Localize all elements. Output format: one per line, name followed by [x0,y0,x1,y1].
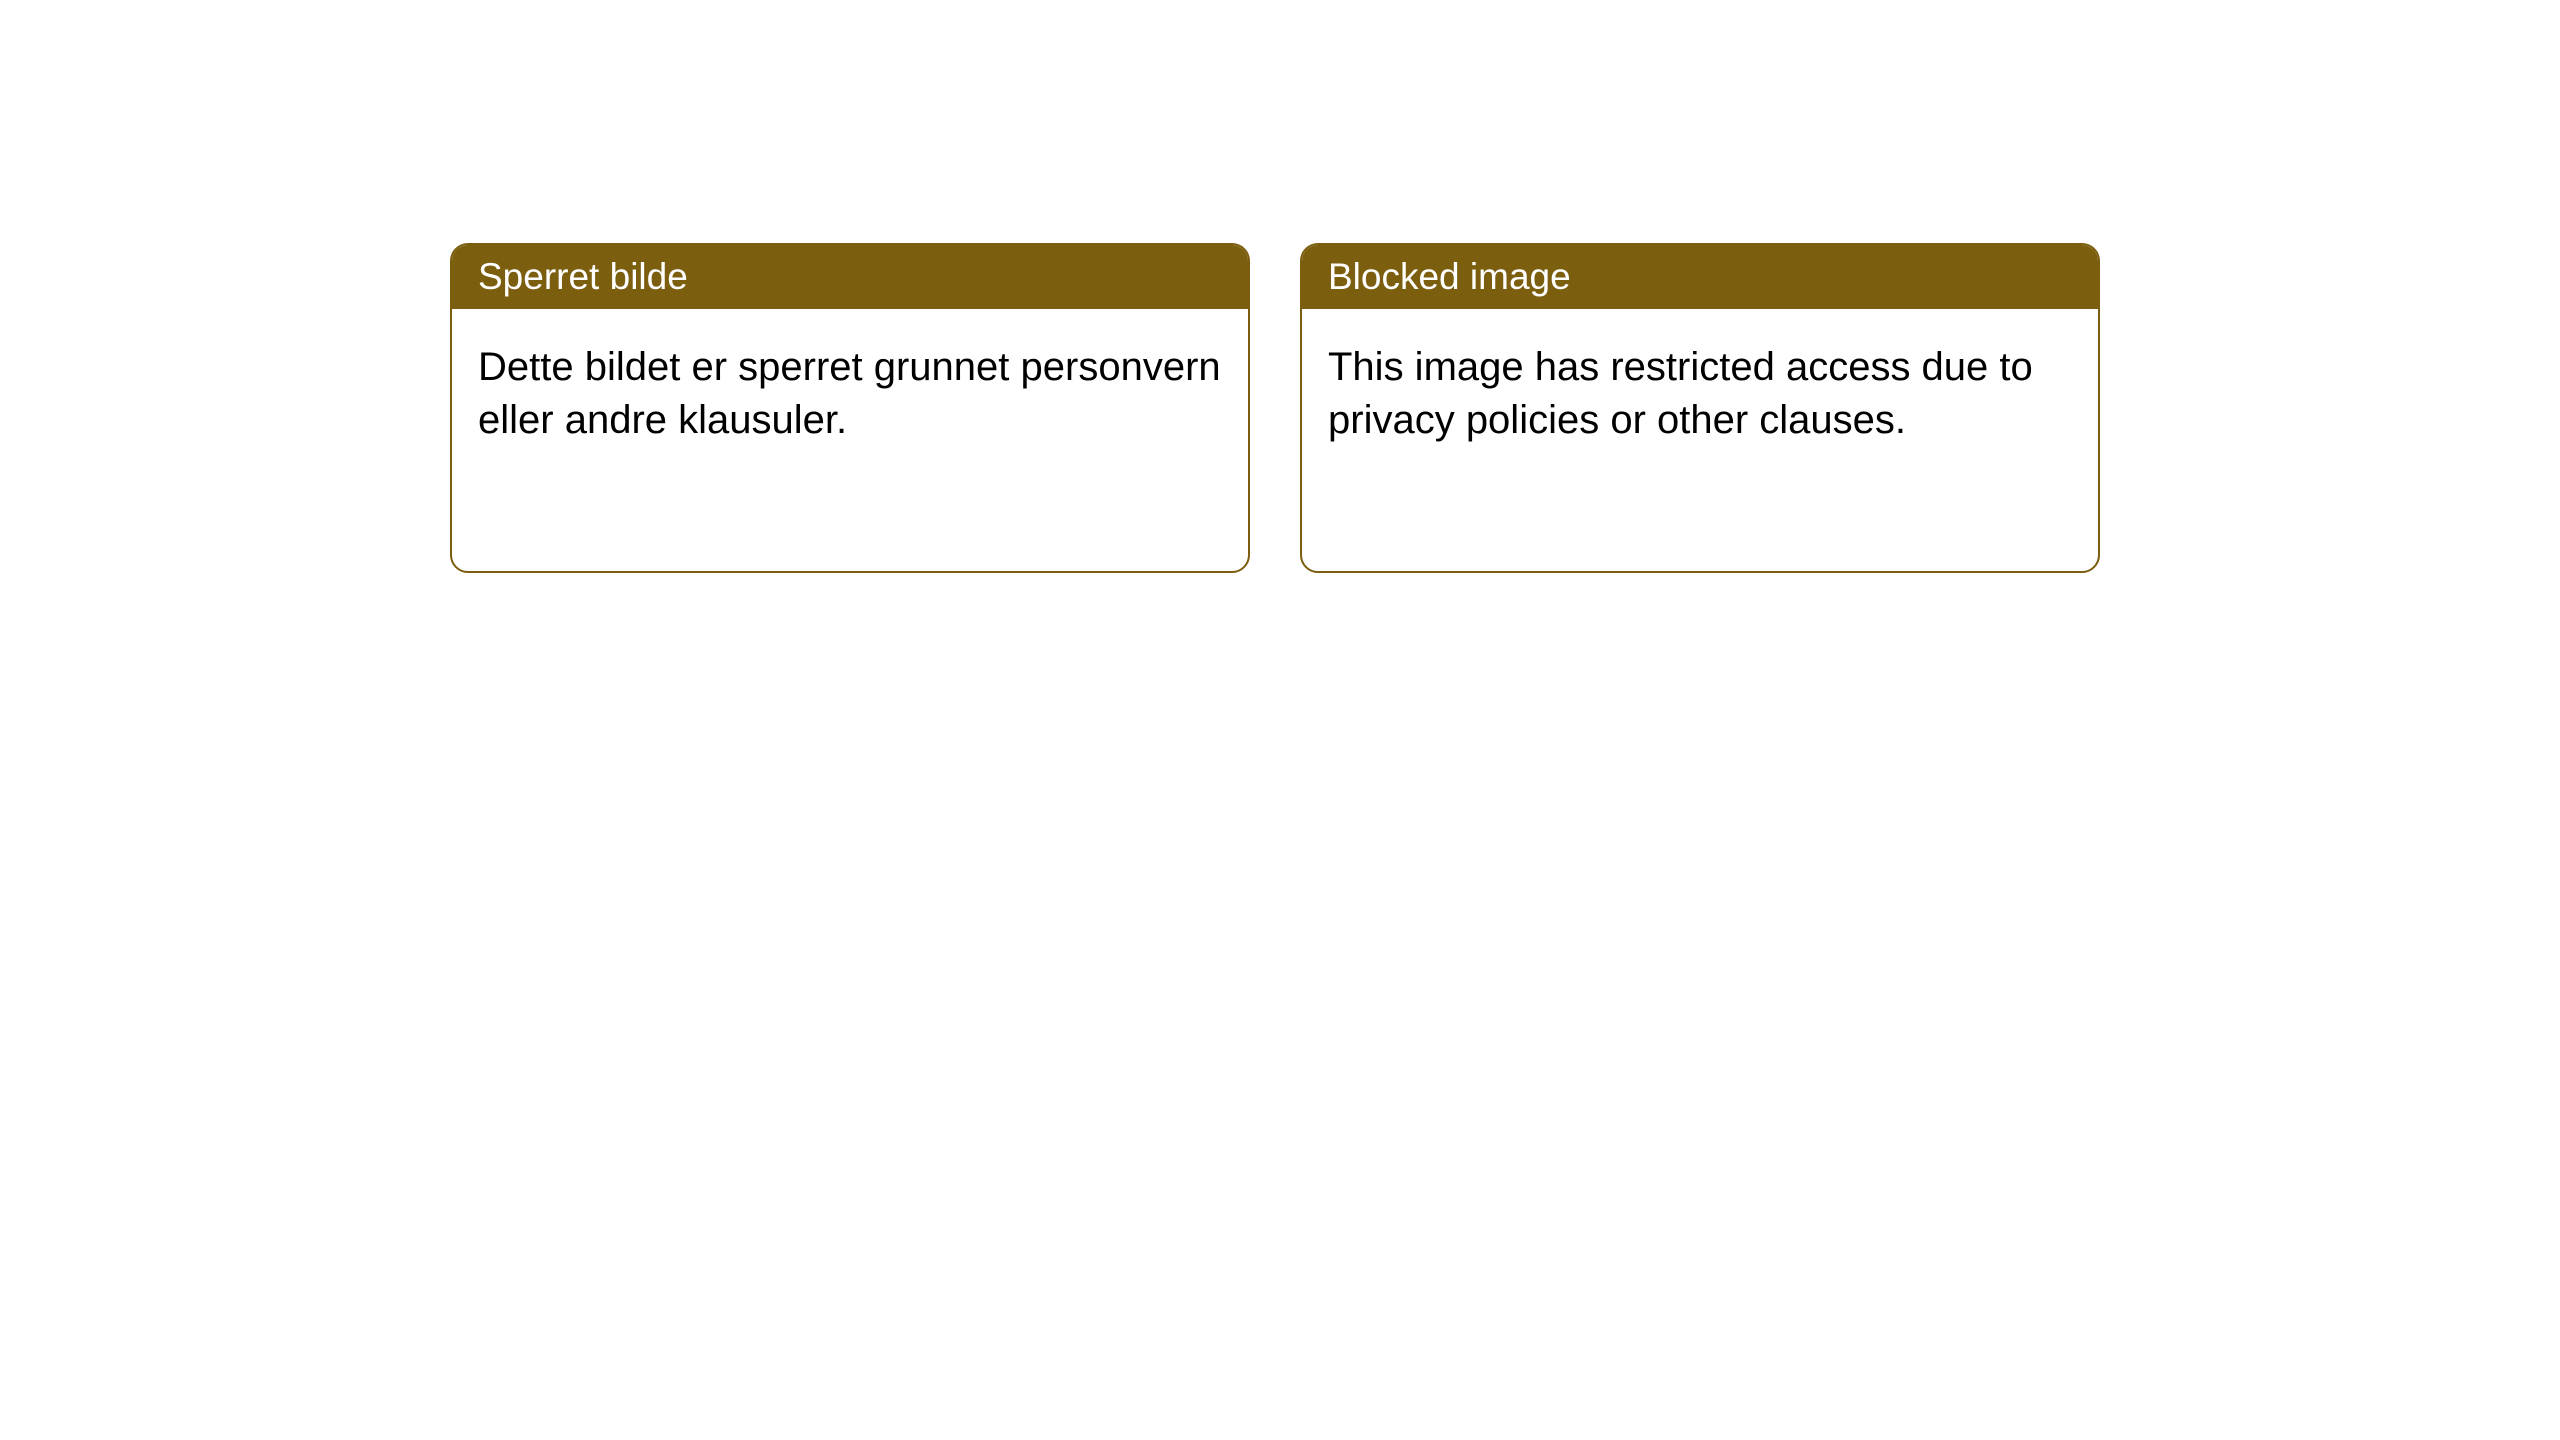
notice-header: Blocked image [1302,245,2098,309]
notice-body: Dette bildet er sperret grunnet personve… [452,309,1248,479]
notice-container: Sperret bilde Dette bildet er sperret gr… [0,0,2560,573]
notice-card-norwegian: Sperret bilde Dette bildet er sperret gr… [450,243,1250,573]
notice-card-english: Blocked image This image has restricted … [1300,243,2100,573]
notice-body: This image has restricted access due to … [1302,309,2098,479]
notice-header: Sperret bilde [452,245,1248,309]
